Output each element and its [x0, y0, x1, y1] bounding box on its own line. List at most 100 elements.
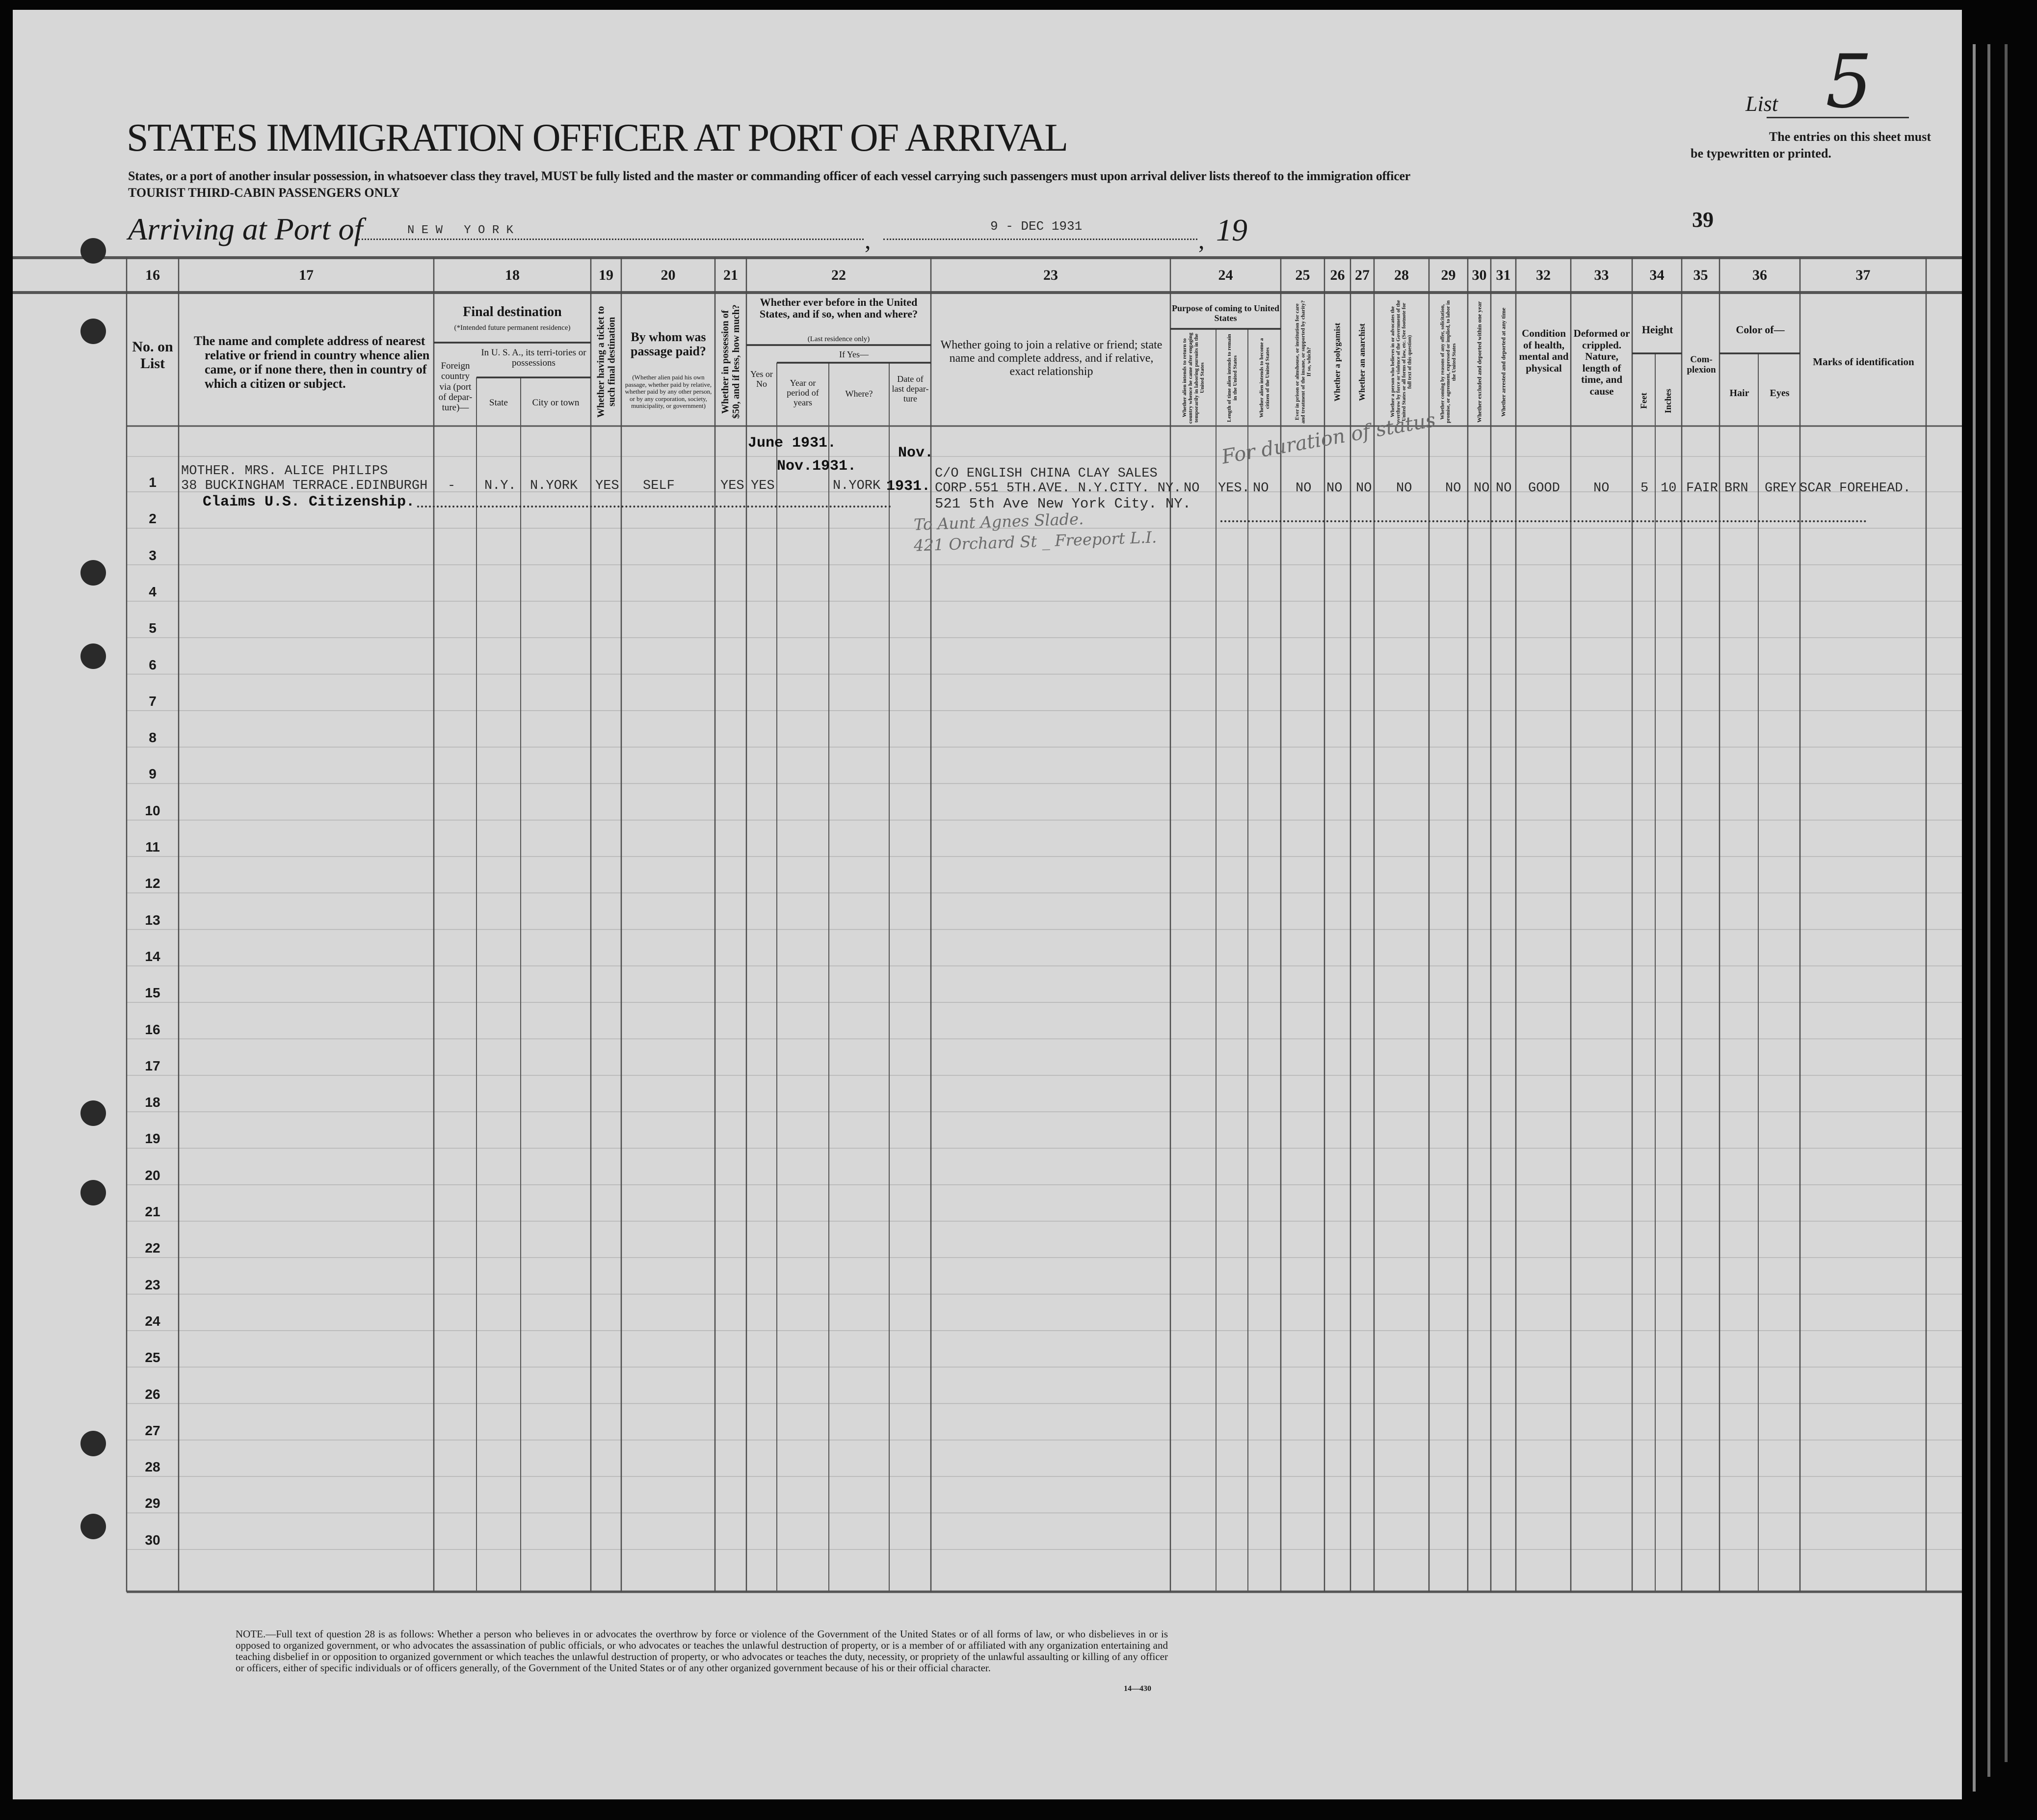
row-number: 25 — [145, 1350, 160, 1365]
col35-header: Com-plexion — [1687, 354, 1716, 375]
col22-date-header: Date of last depar-ture — [892, 374, 929, 404]
list-number: 5 — [1825, 39, 1873, 125]
col20-header: By whom was passage paid? — [631, 330, 706, 359]
col34-feet-header: Feet — [1639, 393, 1649, 409]
col22-yesno-header: Yes or No — [750, 369, 773, 389]
health-value: GOOD — [1528, 481, 1560, 496]
column-number-26: 26 — [1330, 267, 1345, 283]
row-number: 13 — [145, 912, 160, 928]
class-line: TOURIST THIRD-CABIN PASSENGERS ONLY — [128, 186, 400, 200]
col22-ifyes-header: If Yes— — [839, 349, 869, 359]
comma: , — [1198, 226, 1205, 254]
row-number: 22 — [145, 1240, 160, 1256]
col37-header: Marks of identification — [1813, 356, 1914, 368]
row-number: 26 — [145, 1386, 160, 1402]
column-number-30: 30 — [1472, 267, 1487, 283]
city-value: N.YORK — [530, 479, 578, 493]
eyes-value: GREY — [1765, 481, 1797, 496]
relative-name: MOTHER. MRS. ALICE PHILIPS — [181, 464, 388, 479]
column-number-19: 19 — [599, 267, 613, 283]
row-number: 21 — [145, 1204, 160, 1219]
column-number-37: 37 — [1855, 267, 1871, 283]
column-number-16: 16 — [145, 267, 160, 283]
page-title: STATES IMMIGRATION OFFICER AT PORT OF AR… — [127, 116, 1068, 160]
departure-year: 1931. — [886, 478, 931, 495]
row-number: 23 — [145, 1277, 160, 1292]
col27-header: Whether an anarchist — [1357, 323, 1367, 401]
column-number-23: 23 — [1043, 267, 1058, 283]
instructions: The entries on this sheet must be typewr… — [1691, 129, 1931, 162]
punch-hole — [80, 1180, 106, 1205]
row-number: 6 — [149, 657, 157, 672]
row-number: 1 — [149, 475, 157, 490]
punch-hole — [80, 1431, 106, 1456]
row-number: 16 — [145, 1021, 160, 1037]
col18-foreign-header: Foreign country via (port of depar-ture)… — [438, 361, 473, 413]
col18-city-header: City or town — [532, 398, 580, 408]
sheet-number: 39 — [1692, 208, 1714, 232]
column-number-24: 24 — [1218, 267, 1233, 283]
column-number-29: 29 — [1441, 267, 1456, 283]
comma: , — [865, 226, 871, 254]
overthrow-value: NO — [1396, 481, 1412, 496]
row-number: 14 — [145, 948, 160, 964]
row-number: 10 — [145, 803, 160, 818]
dotted-line — [417, 506, 891, 508]
ticket-value: YES — [595, 479, 619, 493]
citizenship-claim: Claims U.S. Citizenship. — [203, 494, 415, 510]
dotted-line — [1220, 520, 1867, 522]
col22-year-header: Year or period of years — [787, 378, 819, 408]
join-line-2: CORP.551 5TH.AVE. N.Y.CITY. NY. — [935, 481, 1182, 496]
row-number: 11 — [145, 839, 160, 855]
col21-header: Whether in possession of $50, and if les… — [720, 304, 741, 419]
row-number: 29 — [145, 1496, 160, 1511]
footnote: NOTE.—Full text of question 28 is as fol… — [236, 1628, 1168, 1674]
col18-note: (*Intended future permanent residence) — [454, 324, 571, 332]
row-number: 24 — [145, 1313, 160, 1329]
return-value: NO — [1184, 481, 1200, 496]
col18-header: Final destination — [463, 304, 562, 320]
row-number: 27 — [145, 1422, 160, 1438]
page-edge — [1973, 44, 1976, 1792]
instructions-line-1: The entries on this sheet must — [1769, 130, 1931, 144]
col33-header: Deformed or crippled. Nature, length of … — [1573, 327, 1630, 397]
row-number: 8 — [149, 730, 157, 746]
col32-header: Condition of health, mental and physical — [1519, 327, 1569, 374]
row-number: 12 — [145, 876, 160, 891]
row-number: 28 — [145, 1459, 160, 1475]
instructions-line-2: be typewritten or printed. — [1691, 146, 1831, 161]
punch-hole — [80, 643, 106, 669]
join-line-3: 521 5th Ave New York City. NY. — [935, 496, 1191, 512]
punch-hole — [80, 1514, 106, 1539]
row-number: 17 — [145, 1058, 160, 1073]
column-number-20: 20 — [661, 267, 676, 283]
col34-header: Height — [1641, 323, 1673, 336]
column-number-34: 34 — [1649, 267, 1665, 283]
row-number: 7 — [149, 693, 157, 709]
col22-note: (Last residence only) — [807, 335, 870, 343]
column-number-36: 36 — [1752, 267, 1767, 283]
arrested-value: NO — [1496, 481, 1512, 496]
year-period-1: June 1931. — [748, 435, 837, 452]
punch-hole — [80, 319, 106, 344]
col20-note: (Whether alien paid his own passage, whe… — [625, 374, 712, 410]
col36-eyes-header: Eyes — [1770, 388, 1790, 399]
passage-paid-value: SELF — [643, 479, 675, 493]
height-feet-value: 5 — [1640, 481, 1649, 496]
column-number-31: 31 — [1496, 267, 1511, 283]
list-label: List — [1746, 92, 1778, 116]
hair-value: BRN — [1724, 481, 1748, 496]
arriving-label: Arriving at Port of — [128, 212, 363, 246]
col24-citizen-header: Whether alien intends to become a citize… — [1258, 338, 1270, 418]
row-number: 2 — [149, 511, 157, 527]
col24-return-header: Whether alien intends to return to count… — [1181, 332, 1206, 424]
citizen-value: NO — [1253, 481, 1269, 496]
col30-header: Whether excluded and deported within one… — [1476, 301, 1483, 423]
row-number: 4 — [149, 584, 157, 599]
subtitle: States, or a port of another insular pos… — [128, 169, 1410, 183]
column-number-35: 35 — [1693, 267, 1708, 283]
col19-header: Whether having a ticket to such final de… — [595, 306, 617, 418]
col36-header: Color of— — [1736, 323, 1785, 336]
row-number: 30 — [145, 1532, 160, 1548]
